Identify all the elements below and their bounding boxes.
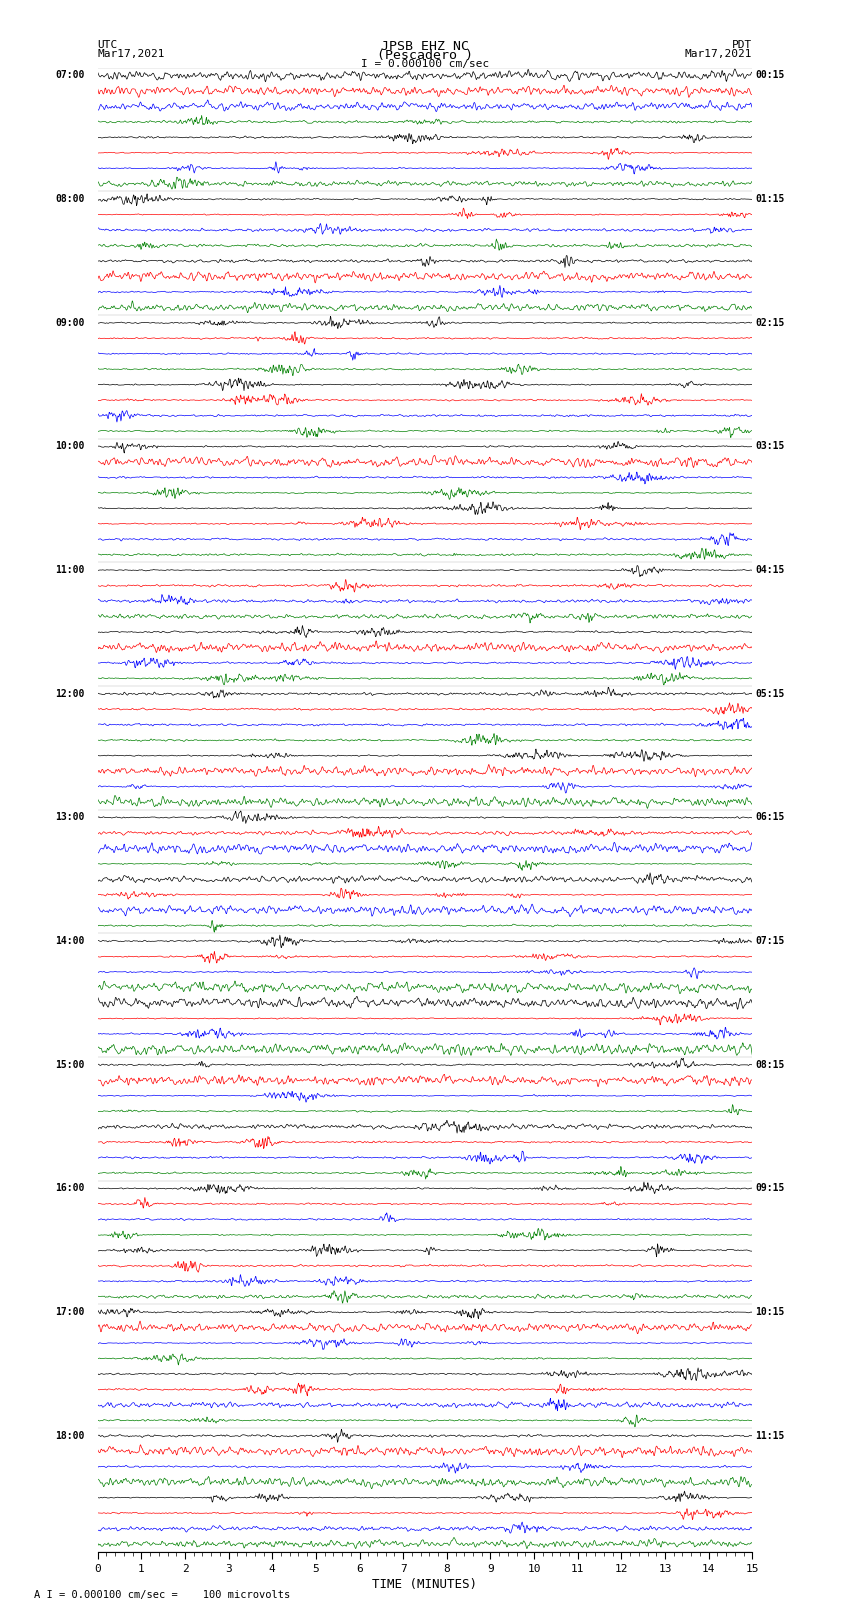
Text: 08:15: 08:15 <box>756 1060 785 1069</box>
Text: 13:00: 13:00 <box>55 813 85 823</box>
X-axis label: TIME (MINUTES): TIME (MINUTES) <box>372 1578 478 1590</box>
Text: 09:15: 09:15 <box>756 1184 785 1194</box>
Text: (Pescadero ): (Pescadero ) <box>377 50 473 63</box>
Text: 11:00: 11:00 <box>55 565 85 576</box>
Text: 06:15: 06:15 <box>756 813 785 823</box>
Text: 14:00: 14:00 <box>55 936 85 947</box>
Text: 16:00: 16:00 <box>55 1184 85 1194</box>
Text: 02:15: 02:15 <box>756 318 785 327</box>
Text: 09:00: 09:00 <box>55 318 85 327</box>
Text: 03:15: 03:15 <box>756 442 785 452</box>
Text: JPSB EHZ NC: JPSB EHZ NC <box>381 39 469 53</box>
Text: 15:00: 15:00 <box>55 1060 85 1069</box>
Text: 12:00: 12:00 <box>55 689 85 698</box>
Text: 04:15: 04:15 <box>756 565 785 576</box>
Text: 07:00: 07:00 <box>55 71 85 81</box>
Text: Mar17,2021: Mar17,2021 <box>98 50 165 60</box>
Text: 07:15: 07:15 <box>756 936 785 947</box>
Text: 10:00: 10:00 <box>55 442 85 452</box>
Text: 00:15: 00:15 <box>756 71 785 81</box>
Text: UTC: UTC <box>98 39 118 50</box>
Text: A I = 0.000100 cm/sec =    100 microvolts: A I = 0.000100 cm/sec = 100 microvolts <box>34 1590 290 1600</box>
Text: 08:00: 08:00 <box>55 194 85 205</box>
Text: 11:15: 11:15 <box>756 1431 785 1440</box>
Text: 10:15: 10:15 <box>756 1307 785 1318</box>
Text: 18:00: 18:00 <box>55 1431 85 1440</box>
Text: 05:15: 05:15 <box>756 689 785 698</box>
Text: I = 0.000100 cm/sec: I = 0.000100 cm/sec <box>361 58 489 69</box>
Text: 17:00: 17:00 <box>55 1307 85 1318</box>
Text: 01:15: 01:15 <box>756 194 785 205</box>
Text: PDT: PDT <box>732 39 752 50</box>
Text: Mar17,2021: Mar17,2021 <box>685 50 752 60</box>
